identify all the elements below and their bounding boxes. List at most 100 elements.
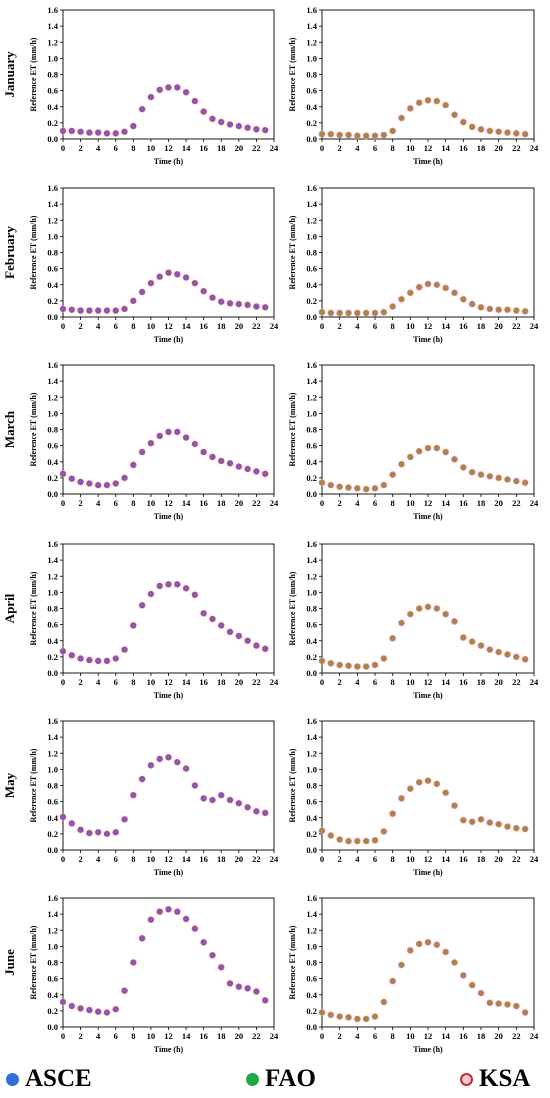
panel-april-right-xtick-label: 18 [477, 677, 486, 687]
panel-january-right-xtick-label: 0 [320, 143, 324, 153]
panel-june-right-xtick-label: 12 [424, 1031, 433, 1041]
panel-may-right-ytick-label: 0.4 [306, 813, 317, 823]
panel-june-left-xtick-label: 14 [182, 1031, 191, 1041]
panel-june-right-ytick-label: 0.8 [306, 958, 317, 968]
panel-june-right-xtick-label: 22 [512, 1031, 521, 1041]
panel-june-left-ytick-label: 0.8 [47, 958, 58, 968]
panel-february-left-point [95, 307, 102, 314]
panel-may-left-xtick-label: 0 [61, 854, 65, 864]
panel-april-left-point [165, 581, 172, 588]
panel-may-right-point [354, 838, 361, 845]
panel-may-right-point [416, 779, 423, 786]
panel-january-right-point [477, 126, 485, 133]
panel-june-right-point [407, 947, 414, 954]
panel-february-right-frame [321, 187, 535, 318]
panel-march-right-ytick-label: 0.4 [306, 457, 317, 467]
panel-january-right-xtick-label: 12 [424, 143, 433, 153]
panel-january-left-point [226, 121, 234, 128]
panel-march-right-point [345, 484, 352, 491]
panel-march-right-frame [321, 364, 535, 495]
panel-february-right-point [424, 280, 432, 287]
panel-may-left-point [174, 759, 181, 766]
panel-june-right-xtick-label: 18 [477, 1031, 486, 1041]
panel-january-left-xtick-label: 20 [235, 143, 244, 153]
panel-june-right-point [495, 1000, 502, 1007]
panel-january-right-xtick-label: 8 [391, 143, 395, 153]
panel-february-right-point [327, 309, 334, 317]
panel-june-right-xtick-label: 20 [494, 1031, 503, 1041]
panel-may-left-xtick-label: 16 [199, 854, 208, 864]
panel-february-left-xtick-label: 4 [96, 321, 101, 331]
panel-may-left-xtick-label: 4 [96, 854, 101, 864]
panel-may-right-ytick-label: 1.0 [306, 764, 317, 774]
panel-february-right-xtick-label: 20 [494, 321, 503, 331]
panel-march-right-ytick-label: 1.2 [306, 392, 317, 402]
panel-june-right-point [504, 1001, 511, 1008]
panel-may-right-xtick-label: 6 [373, 854, 377, 864]
panel-april-left-point [130, 622, 137, 629]
panel-march-left-point [174, 428, 181, 435]
panel-february-right-xtick-label: 0 [320, 321, 324, 331]
panel-march-right-xtick-label: 4 [355, 498, 360, 508]
panel-january-left-point [191, 98, 198, 105]
panel-march-left-point [147, 440, 154, 447]
panel-january-right-point [433, 98, 440, 105]
panel-march-right-point [327, 482, 334, 489]
panel-january-left-point [165, 84, 172, 91]
panel-january-right-point [424, 97, 432, 104]
panel-april-right-xtick-label: 22 [512, 677, 521, 687]
panel-may-right-point [336, 836, 343, 843]
panel-april-right-ytick-label: 1.2 [306, 571, 317, 581]
panel-may-left-point [121, 816, 128, 823]
panel-february-right-point [354, 309, 361, 317]
panel-may-left-point [165, 754, 172, 761]
asce-marker-icon [6, 1072, 19, 1086]
panel-january-left-xtick-label: 14 [182, 143, 191, 153]
panel-march-left-ytick-label: 1.4 [47, 376, 58, 386]
panel-january-right-ytick-label: 1.6 [306, 5, 317, 15]
panel-may-left-ylabel: Reference ET (mm/h) [29, 748, 38, 822]
panel-january-left-point [174, 84, 181, 91]
panel-january-right-point [486, 127, 493, 134]
panel-february-left-point [209, 294, 216, 301]
panel-may-left-ytick-label: 0.0 [47, 845, 58, 855]
panel-june-left-point [200, 939, 207, 946]
panel-april-right-ylabel: Reference ET (mm/h) [288, 571, 297, 645]
panel-april-left-xtick-label: 24 [270, 677, 279, 687]
panel-january-right-point [380, 131, 387, 139]
panel-june-right-point [460, 972, 467, 979]
panel-february-left-ytick-label: 1.6 [47, 183, 58, 193]
panel-march-right-xtick-label: 10 [406, 498, 415, 508]
panel-may-left-ytick-label: 1.0 [47, 764, 58, 774]
panel-may-right-point [469, 818, 476, 825]
panel-february-left-xtick-label: 8 [131, 321, 135, 331]
panel-june-left-ytick-label: 0.4 [47, 990, 58, 1000]
panel-february-left-point [77, 307, 84, 314]
panel-february-right-point [477, 304, 485, 311]
panel-may-right-point [522, 825, 529, 833]
panel-april-right-point [504, 651, 511, 658]
panel-february-right-xtick-label: 22 [512, 321, 521, 331]
panel-april-left-xtick-label: 6 [114, 677, 118, 687]
panel-january-right-xtick-label: 24 [530, 143, 539, 153]
panel-april-right-point [451, 618, 458, 625]
panel-april-left-point [226, 628, 234, 635]
panel-january-right-ytick-label: 0.6 [306, 86, 317, 96]
panel-march-right-xtick-label: 2 [338, 498, 342, 508]
panel-march-left-point [112, 480, 119, 487]
panel-march-right-xtick-label: 0 [320, 498, 324, 508]
panel-january-left-point [95, 129, 102, 136]
panel-april-right-point [442, 611, 449, 618]
panel-may-left-point [218, 792, 225, 799]
panel-april-left-xtick-label: 18 [217, 677, 226, 687]
panel-february-right-xtick-label: 14 [441, 321, 450, 331]
panel-may-right-point [460, 817, 467, 824]
panel-june-right-frame [321, 897, 535, 1028]
panel-march-left-point [130, 461, 137, 469]
legend-label-asce: ASCE [25, 1065, 92, 1092]
panel-april-left-point [244, 637, 251, 644]
panel-june-right-point [354, 1015, 361, 1022]
panel-april-right-xtick-label: 20 [494, 677, 503, 687]
panel-april-left-xtick-label: 16 [199, 677, 208, 687]
panel-june-left-point [121, 987, 128, 994]
